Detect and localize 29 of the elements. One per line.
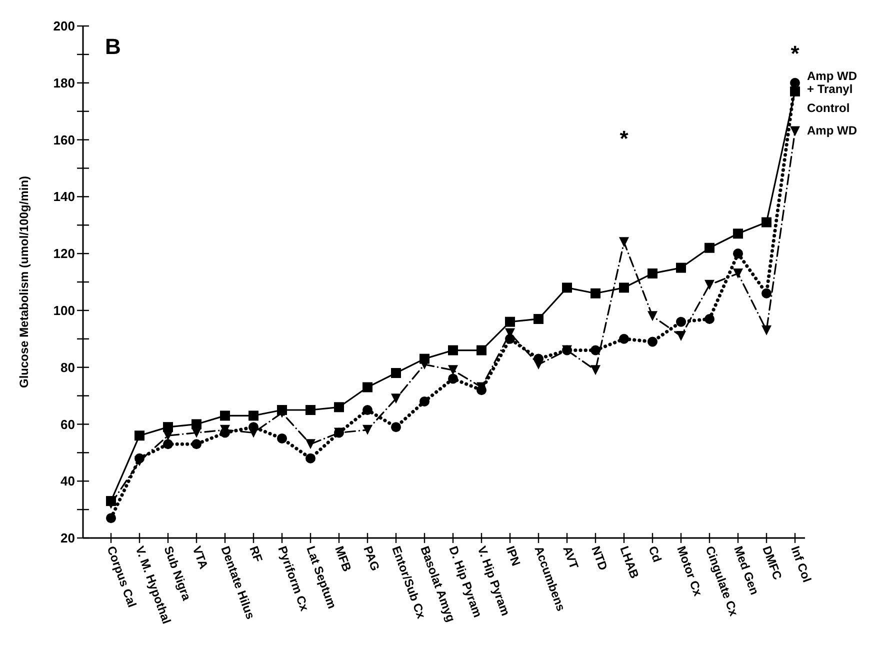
y-tick-label: 60	[60, 416, 75, 432]
x-tick-label: PAG	[360, 544, 382, 573]
y-tick-label: 20	[60, 530, 75, 546]
series-label: Amp WD	[807, 124, 858, 138]
y-tick-label: 40	[60, 474, 75, 489]
series-label: Amp WD + Tranyl	[807, 68, 858, 96]
x-tick-label: Inf Col	[788, 544, 814, 584]
y-tick-label: 120	[53, 246, 75, 262]
x-tick-label: Cd	[646, 544, 664, 564]
y-tick-label: 180	[53, 75, 75, 90]
y-tick-label: 160	[53, 132, 75, 148]
y-tick-label: 80	[60, 360, 75, 375]
y-tick-label: 200	[53, 18, 75, 34]
annotation: *	[790, 41, 800, 66]
x-tick-label: IPN	[503, 544, 524, 568]
x-tick-label: DMFC	[760, 544, 785, 582]
annotation: *	[620, 126, 629, 151]
x-tick-label: Med Gen	[731, 544, 762, 597]
y-axis-title: Glucose Metabolism (umol/100g/min)	[17, 176, 31, 388]
annotation: B	[105, 34, 121, 59]
x-tick-label: MFB	[332, 544, 354, 574]
y-tick-label: 140	[53, 189, 75, 204]
y-tick-label: 100	[53, 302, 75, 318]
x-tick-label: Motor Cx	[674, 544, 706, 598]
x-tick-label: LHAB	[617, 544, 642, 581]
series-label: Control	[807, 100, 850, 115]
x-tick-label: AVT	[560, 544, 582, 572]
x-tick-label: RF	[246, 544, 266, 564]
x-tick-label: NTD	[588, 544, 610, 573]
